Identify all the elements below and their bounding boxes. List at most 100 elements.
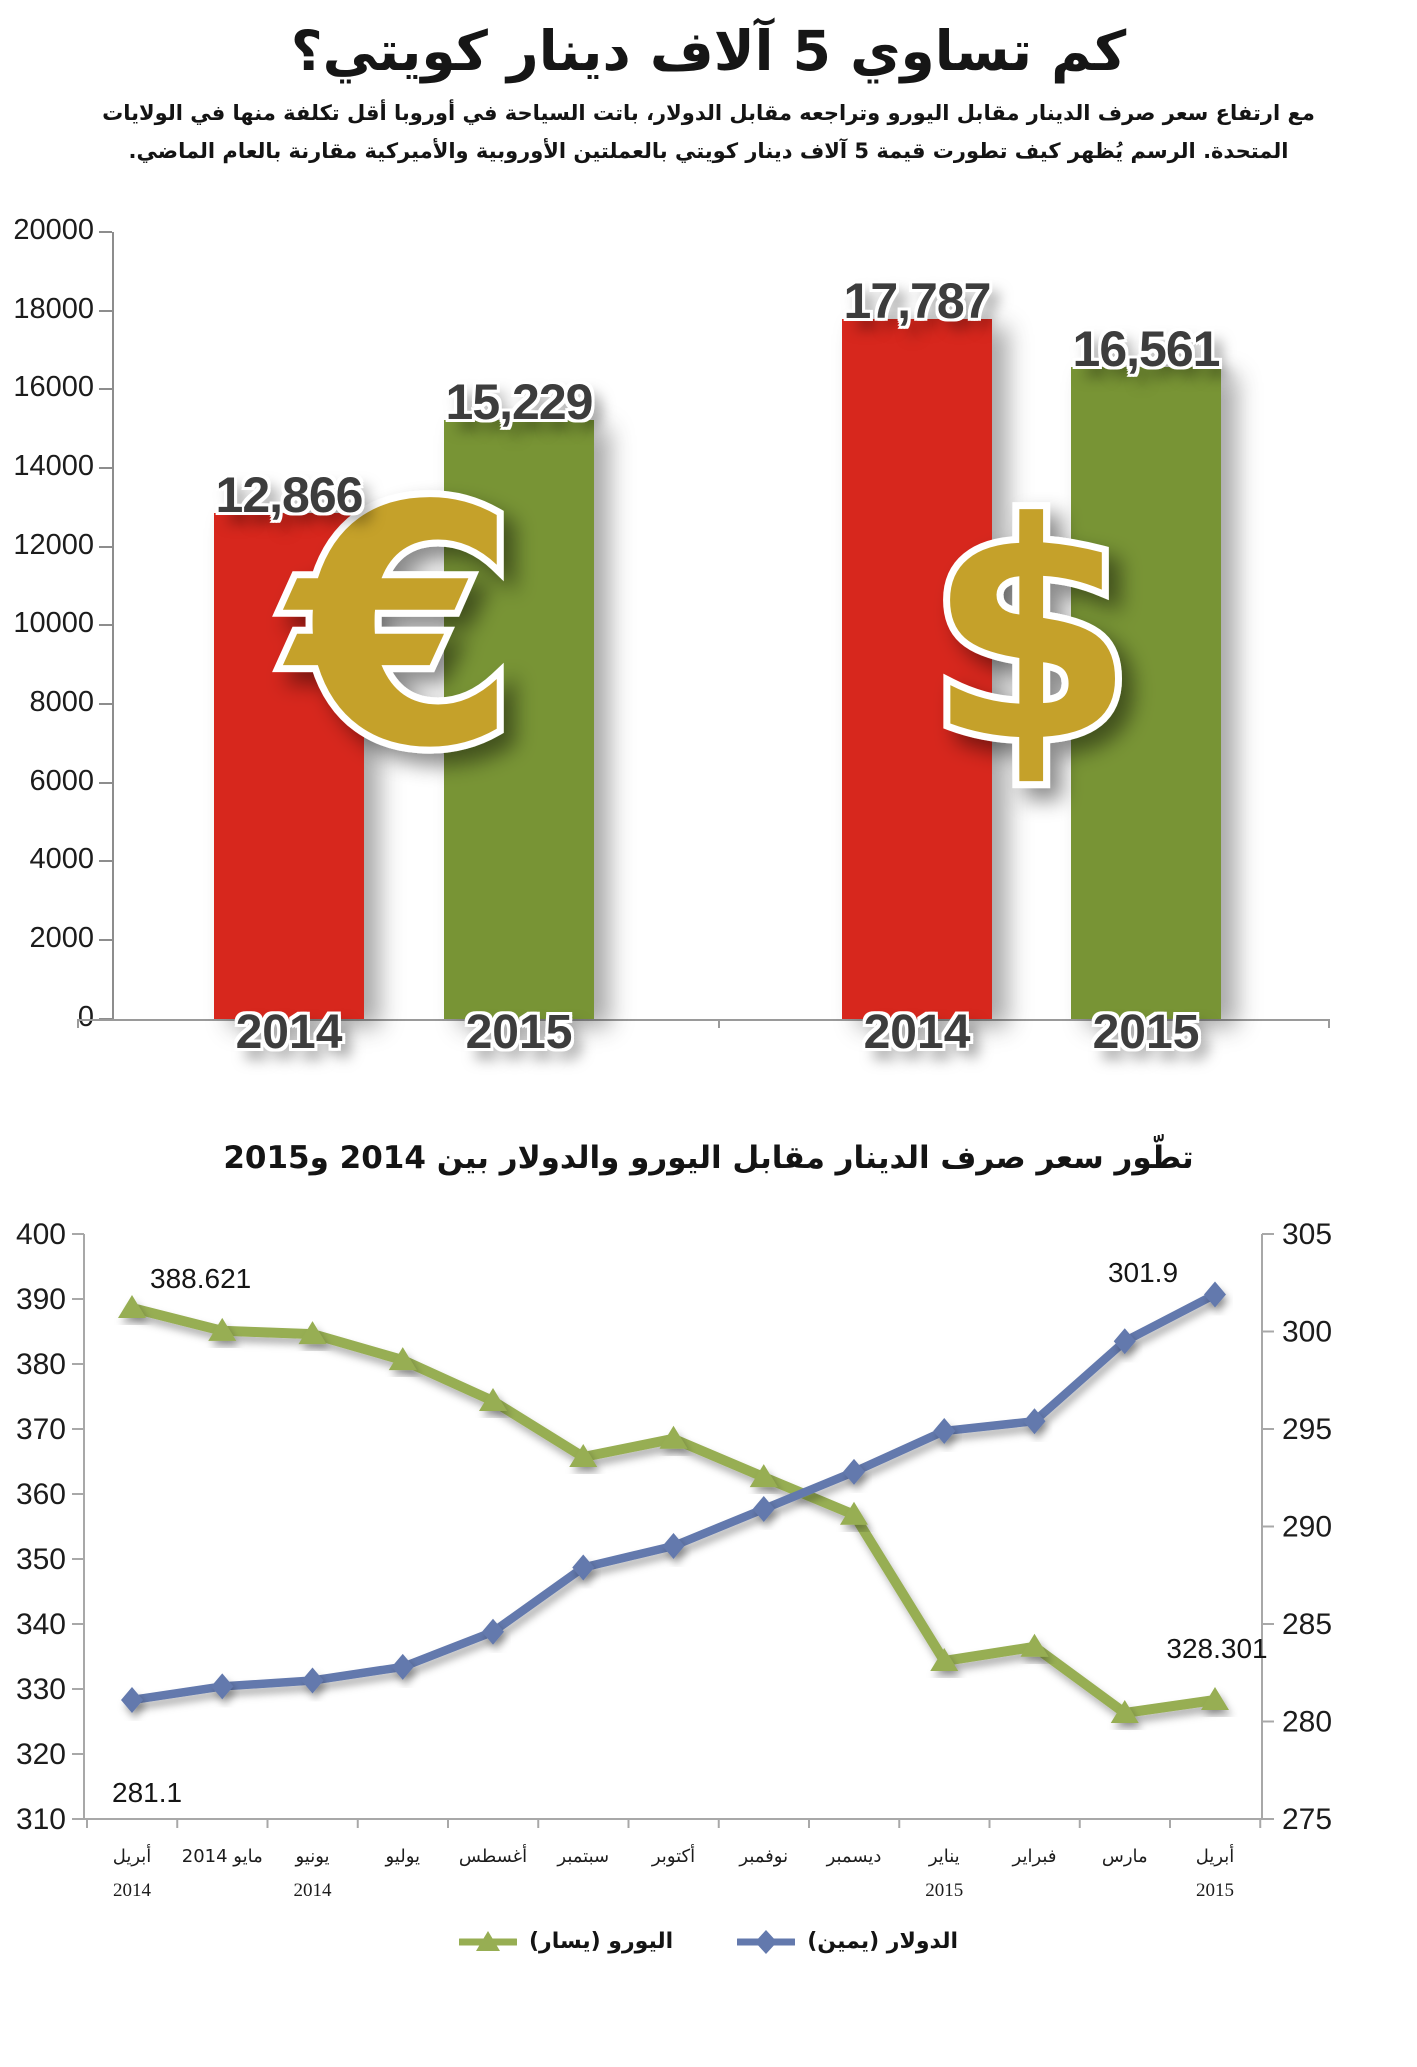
intro-text: مع ارتفاع سعر صرف الدينار مقابل اليورو و… (34, 95, 1383, 171)
legend-label: الدولار (يمين) (807, 1929, 959, 1955)
bar-y-tick-mark (99, 388, 112, 391)
bar-value-label: 12,866 (215, 466, 364, 523)
bar-y-tick-label: 10000 (13, 607, 94, 640)
dollar-series-line (127, 1290, 1220, 1705)
diamond-marker (752, 1495, 775, 1522)
legend-label: اليورو (يسار) (528, 1929, 674, 1955)
x-axis-month-label: أغسطس (459, 1844, 527, 1867)
bar-y-tick-label: 6000 (29, 764, 94, 797)
diamond-marker (211, 1673, 234, 1700)
line-chart-title: تطّور سعر صرف الدينار مقابل اليورو والدو… (223, 1139, 1194, 1176)
bar-y-tick-mark (99, 781, 112, 784)
intro-line-1: مع ارتفاع سعر صرف الدينار مقابل اليورو و… (102, 101, 1315, 126)
bar-value-label: 17,787 (843, 272, 992, 329)
left-axis-tick-label: 370 (16, 1413, 66, 1446)
x-axis-month-label: نوفمبر (738, 1846, 788, 1867)
bar-dollar-sign-2015 (1071, 366, 1221, 1019)
bar-year-label: 2014 (235, 1005, 343, 1059)
triangle-marker (208, 1317, 237, 1341)
right-axis-tick-label: 280 (1282, 1705, 1332, 1738)
intro-line-2: المتحدة. الرسم يُظهر كيف تطورت قيمة 5 آل… (128, 139, 1289, 164)
bar-chart: 20000 18000 16000 14000 12000 10000 8000 6000 40… (0, 173, 1417, 1118)
bar-y-tick-mark (99, 939, 112, 942)
series-point-label: 281.1 (112, 1777, 182, 1808)
x-axis-month-label: مايو 2014 (182, 1846, 263, 1867)
bar-y-tick-label: 16000 (13, 371, 94, 404)
x-axis-month-label: يوليو (384, 1846, 420, 1867)
series-point-label: 328.301 (1166, 1633, 1267, 1664)
triangle-marker (118, 1294, 146, 1318)
left-axis-tick-label: 340 (16, 1608, 66, 1641)
bar-y-tick-mark (99, 624, 112, 627)
x-axis-month-label: يناير (928, 1846, 960, 1867)
bar-value-label: 16,561 (1072, 320, 1221, 377)
x-axis-month-label: فبراير (1012, 1846, 1057, 1867)
line-chart-legend: اليورو (يسار) الدولار (يمين) (0, 1920, 1417, 1964)
left-axis-tick-label: 390 (16, 1283, 66, 1316)
x-axis-month-label: مارس (1102, 1846, 1148, 1867)
x-axis-month-label: سبتمبر (556, 1846, 609, 1867)
legend-item-euro: اليورو (يسار) (458, 1929, 674, 1955)
triangle-legend-marker-icon (458, 1930, 517, 1951)
x-axis-month-label: أكتوبر (651, 1844, 695, 1867)
bar-y-tick-label: 4000 (29, 843, 94, 876)
right-axis-tick-label: 290 (1282, 1510, 1332, 1543)
series-point-label: 301.9 (1108, 1257, 1178, 1288)
diamond-marker (1023, 1408, 1046, 1435)
triangle-marker (840, 1501, 868, 1525)
right-axis-tick-label: 295 (1282, 1413, 1332, 1446)
line-chart-svg: 400 390 380 370 360 350 340 330 320 310 305 300 295 2… (16, 1218, 1332, 1901)
bar-y-tick-label: 0 (77, 1000, 94, 1033)
bar-x-axis-tick (77, 1018, 79, 1028)
series-point-label: 388.621 (150, 1263, 251, 1294)
diamond-marker (391, 1653, 414, 1680)
bar-dollar-sign-2014 (842, 318, 992, 1019)
diamond-marker (1204, 1281, 1226, 1308)
currency-symbol-glyph: $ (927, 459, 1136, 808)
diamond-marker (572, 1554, 595, 1581)
euro-series-line (127, 1302, 1220, 1718)
diamond-marker (843, 1458, 865, 1485)
bar-year-label: 2015 (1092, 1005, 1200, 1059)
x-axis-year-label: 2015 (925, 1880, 963, 1901)
x-axis-month-label: ديسمبر (826, 1846, 882, 1867)
bar-y-tick-mark (99, 466, 112, 469)
left-axis-tick-label: 400 (16, 1218, 66, 1251)
bar-value-label: 15,229 (445, 373, 594, 430)
bar-euro-sign-2014 (214, 512, 364, 1019)
diamond-marker (121, 1686, 143, 1713)
right-axis-tick-label: 285 (1282, 1608, 1332, 1641)
bar-y-tick-mark (99, 230, 112, 233)
bar-y-axis-line (112, 231, 114, 1021)
triangle-marker (930, 1647, 959, 1671)
bar-y-tick-label: 20000 (13, 213, 94, 246)
x-axis-year-label: 2014 (294, 1880, 333, 1901)
euro-sign-icon: € (272, 429, 526, 827)
bar-x-axis-tick (1328, 1018, 1330, 1028)
triangle-marker (388, 1346, 417, 1370)
bar-y-tick-mark (99, 703, 112, 706)
diamond-marker (1113, 1328, 1136, 1355)
diamond-marker (301, 1667, 324, 1694)
triangle-marker (1201, 1686, 1229, 1710)
diamond-marker (662, 1532, 685, 1559)
left-axis-tick-label: 380 (16, 1348, 66, 1381)
left-axis-tick-label: 320 (16, 1738, 66, 1771)
triangle-marker (1020, 1633, 1049, 1657)
triangle-marker (749, 1463, 778, 1487)
left-axis-tick-label: 350 (16, 1543, 66, 1576)
diamond-marker (482, 1618, 504, 1645)
triangle-marker (298, 1320, 327, 1344)
dollar-sign-icon: $ (920, 452, 1143, 815)
currency-symbol-glyph: € (279, 436, 519, 820)
triangle-marker (659, 1425, 688, 1449)
infographic-page: كم تساوي 5 آلاف دينار كويتي؟ مع ارتفاع س… (0, 19, 1417, 2067)
right-axis-tick-label: 275 (1282, 1803, 1332, 1836)
legend-item-dollar: الدولار (يمين) (737, 1929, 958, 1955)
bar-y-tick-label: 18000 (13, 292, 94, 325)
x-axis-month-label: يونيو (294, 1846, 329, 1867)
triangle-marker (1110, 1699, 1139, 1723)
x-axis-year-label: 2015 (1196, 1880, 1234, 1901)
x-axis-year-label: 2014 (113, 1880, 152, 1901)
left-axis-tick-label: 360 (16, 1478, 66, 1511)
